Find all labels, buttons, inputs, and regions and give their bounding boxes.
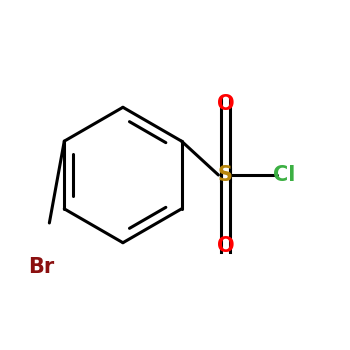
Text: S: S (218, 165, 233, 185)
Text: Br: Br (28, 257, 55, 277)
Text: O: O (217, 236, 234, 256)
Text: Cl: Cl (273, 165, 295, 185)
Text: O: O (217, 94, 234, 114)
